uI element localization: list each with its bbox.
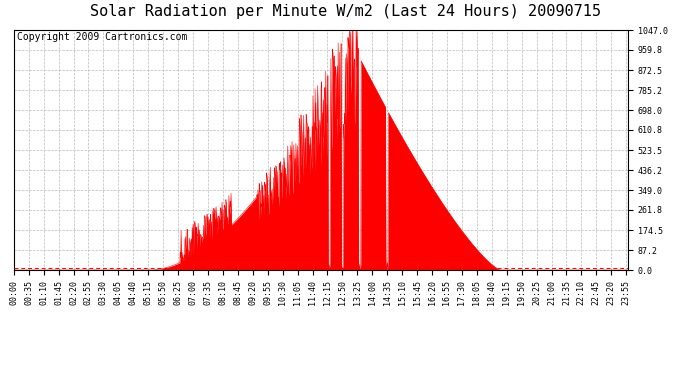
Text: Copyright 2009 Cartronics.com: Copyright 2009 Cartronics.com [17, 32, 187, 42]
Text: Solar Radiation per Minute W/m2 (Last 24 Hours) 20090715: Solar Radiation per Minute W/m2 (Last 24… [90, 4, 600, 19]
